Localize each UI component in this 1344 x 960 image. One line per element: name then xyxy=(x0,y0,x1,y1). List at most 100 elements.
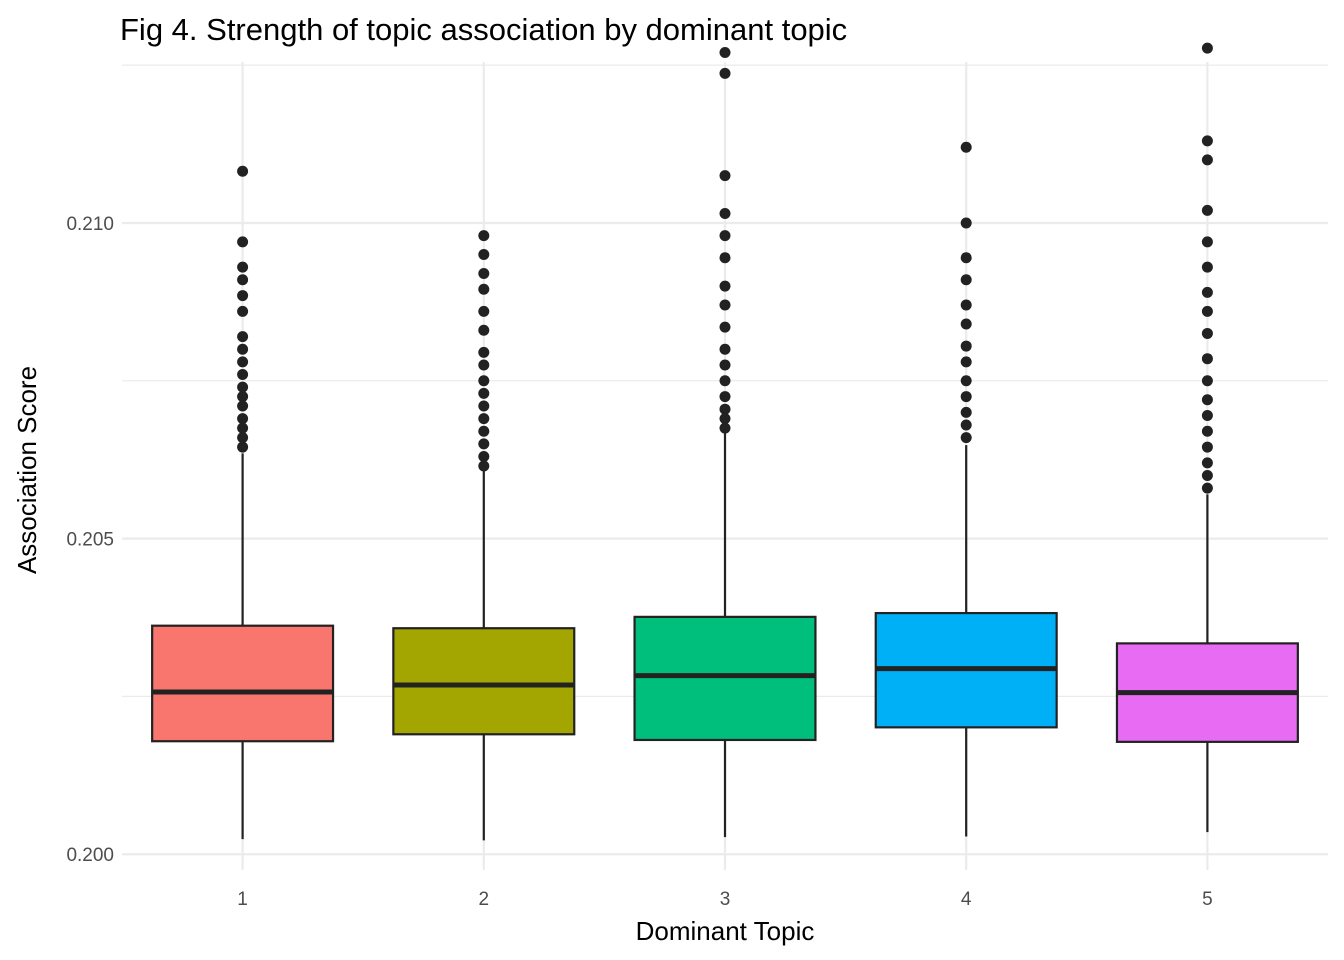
label-layer: 0.200 0.205 0.210 1 2 3 4 5 xyxy=(66,214,1212,910)
outlier-point xyxy=(960,299,972,311)
outlier-point xyxy=(719,422,731,434)
outlier-point xyxy=(237,261,249,273)
x-axis-title: Dominant Topic xyxy=(636,916,815,946)
outlier-point xyxy=(237,331,249,343)
outlier-point xyxy=(478,387,490,399)
outlier-point xyxy=(237,432,249,444)
outlier-point xyxy=(960,356,972,368)
box-iqr xyxy=(633,615,817,742)
outlier-point xyxy=(719,252,731,264)
outlier-point xyxy=(960,340,972,352)
outlier-point xyxy=(1201,425,1213,437)
outlier-point xyxy=(478,438,490,450)
outlier-point xyxy=(237,391,249,403)
outlier-point xyxy=(960,391,972,403)
box-iqr xyxy=(392,627,576,736)
outlier-point xyxy=(237,356,249,368)
outlier-point xyxy=(478,283,490,295)
chart-title: Fig 4. Strength of topic association by … xyxy=(120,12,847,47)
outlier-point xyxy=(1201,327,1213,339)
outlier-point xyxy=(719,375,731,387)
outlier-point xyxy=(1201,394,1213,406)
outlier-point xyxy=(1201,482,1213,494)
outlier-point xyxy=(1201,261,1213,273)
outlier-point xyxy=(1201,353,1213,365)
x-tick-label: 3 xyxy=(720,889,731,910)
outlier-point xyxy=(478,413,490,425)
boxplot-1 xyxy=(151,165,335,840)
boxplot-3 xyxy=(633,47,817,838)
outlier-point xyxy=(1201,375,1213,387)
outlier-point xyxy=(719,299,731,311)
outlier-point xyxy=(960,419,972,431)
outlier-point xyxy=(478,230,490,242)
x-tick-label: 2 xyxy=(479,889,490,910)
y-tick-label: 0.210 xyxy=(66,214,114,235)
outlier-point xyxy=(719,403,731,415)
outlier-point xyxy=(1201,42,1213,54)
outlier-point xyxy=(719,230,731,242)
outlier-point xyxy=(478,451,490,463)
x-tick-label: 4 xyxy=(961,889,972,910)
outlier-point xyxy=(719,413,731,425)
y-axis-title: Association Score xyxy=(12,366,42,574)
outlier-point xyxy=(478,267,490,279)
boxplot-2 xyxy=(392,230,576,841)
outlier-point xyxy=(237,400,249,412)
outlier-point xyxy=(960,432,972,444)
outlier-point xyxy=(960,274,972,286)
outlier-point xyxy=(719,67,731,79)
outlier-point xyxy=(237,343,249,355)
outlier-point xyxy=(237,274,249,286)
y-tick-label: 0.200 xyxy=(66,845,114,866)
outlier-point xyxy=(960,406,972,418)
outlier-point xyxy=(1201,410,1213,421)
x-tick-label: 1 xyxy=(237,889,248,910)
outlier-point xyxy=(237,236,249,248)
outlier-point xyxy=(478,305,490,317)
outlier-point xyxy=(960,252,972,264)
outlier-point xyxy=(960,217,972,229)
outlier-point xyxy=(478,400,490,412)
outlier-point xyxy=(719,280,731,292)
outlier-point xyxy=(478,460,490,472)
outlier-point xyxy=(719,47,731,59)
outlier-point xyxy=(237,165,249,177)
outlier-point xyxy=(237,368,249,380)
outlier-point xyxy=(237,413,249,425)
outlier-point xyxy=(1201,154,1213,166)
outlier-point xyxy=(719,343,731,355)
y-tick-label: 0.205 xyxy=(66,530,114,551)
outlier-point xyxy=(719,321,731,333)
outlier-point xyxy=(237,305,249,317)
outlier-point xyxy=(719,391,731,403)
outlier-point xyxy=(960,318,972,330)
outlier-point xyxy=(719,359,731,371)
box-iqr xyxy=(151,624,335,743)
outlier-point xyxy=(478,249,490,261)
outlier-point xyxy=(1201,286,1213,298)
outlier-point xyxy=(1201,305,1213,317)
boxplot-5 xyxy=(1115,42,1299,833)
outlier-point xyxy=(478,324,490,336)
boxplot-4 xyxy=(874,141,1058,837)
outlier-point xyxy=(237,290,249,302)
outlier-point xyxy=(237,441,249,453)
outlier-point xyxy=(237,422,249,434)
outlier-point xyxy=(1201,457,1213,469)
outlier-point xyxy=(478,346,490,358)
outlier-point xyxy=(1201,135,1213,147)
outlier-point xyxy=(478,425,490,437)
outlier-point xyxy=(1201,204,1213,216)
outlier-point xyxy=(1201,441,1213,453)
outlier-point xyxy=(960,375,972,387)
outlier-point xyxy=(478,375,490,387)
outlier-point xyxy=(960,141,972,153)
box-layer xyxy=(151,42,1299,841)
outlier-point xyxy=(719,208,731,219)
outlier-point xyxy=(1201,469,1213,481)
outlier-point xyxy=(237,381,249,393)
outlier-point xyxy=(478,359,490,371)
outlier-point xyxy=(1201,236,1213,248)
